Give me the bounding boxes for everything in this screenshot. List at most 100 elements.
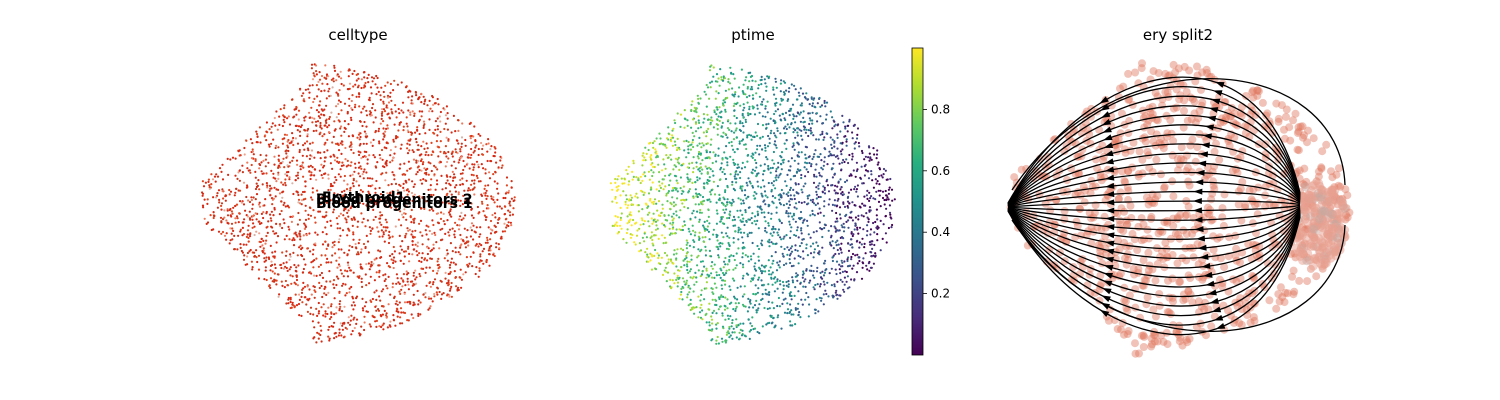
cell-point — [444, 277, 447, 280]
cell-point — [701, 159, 704, 162]
cell-point — [367, 251, 370, 254]
cell-point — [325, 211, 328, 214]
cell-point — [310, 67, 313, 70]
cell-point — [709, 118, 712, 121]
cell-point — [271, 251, 274, 254]
cell-point — [263, 257, 266, 260]
cell-point — [788, 200, 791, 203]
cell-point — [657, 214, 661, 217]
cell-point — [308, 116, 311, 119]
cell-point — [407, 272, 410, 275]
cell-point — [776, 127, 779, 130]
cell-point — [843, 205, 847, 208]
cell-point — [879, 205, 882, 208]
cell-point — [454, 221, 457, 224]
cell-point — [785, 211, 788, 215]
cell-point — [267, 256, 270, 259]
cell-point — [846, 200, 850, 203]
cell-point — [421, 197, 424, 200]
cell-point — [789, 194, 792, 197]
cell-point — [731, 319, 734, 322]
cell-point — [710, 315, 713, 318]
cell-point — [707, 328, 710, 331]
cell-point — [838, 206, 842, 209]
cell-point — [380, 86, 383, 89]
cell-point — [847, 124, 850, 127]
cell-point — [692, 229, 695, 232]
cell-point — [869, 266, 873, 269]
cell-point — [265, 130, 268, 133]
cell-point — [824, 118, 828, 121]
cell-point — [708, 97, 711, 100]
cell-point — [663, 214, 666, 217]
cell-point — [465, 241, 468, 244]
cell-point — [309, 214, 313, 217]
cell-point — [887, 226, 891, 230]
cell-point — [678, 162, 681, 165]
cell-point — [760, 192, 763, 195]
cell-point — [698, 142, 701, 145]
cell-point — [405, 218, 408, 221]
cell-point — [739, 228, 742, 231]
cell-point — [846, 196, 850, 199]
cell-point — [282, 190, 285, 193]
cell-point — [856, 168, 859, 171]
cell-point — [672, 205, 676, 208]
cell-point — [486, 204, 489, 207]
cell-point — [250, 196, 253, 199]
cell-point — [439, 217, 443, 220]
cell-point — [664, 144, 667, 147]
cell-point — [752, 97, 755, 100]
cell-point — [387, 112, 390, 115]
cell-point — [343, 174, 346, 178]
cell-point — [489, 219, 493, 223]
cell-point — [277, 159, 281, 163]
cell-point — [820, 159, 823, 162]
cell-point — [787, 215, 790, 218]
cell-point — [707, 179, 711, 183]
cell-point — [355, 180, 358, 183]
cell-point — [681, 298, 684, 301]
cell-point — [741, 189, 744, 192]
cell-point — [419, 313, 422, 316]
cell-point — [759, 207, 762, 210]
cell-point — [438, 247, 441, 250]
cell-point — [724, 190, 727, 194]
cell-point — [417, 148, 420, 151]
cell-point — [375, 257, 378, 260]
cell-point — [774, 104, 777, 107]
cell-point — [383, 134, 386, 137]
cell-point — [685, 139, 688, 142]
cell-point — [365, 109, 368, 112]
cell-point — [730, 71, 733, 74]
cell-point — [871, 247, 874, 250]
cell-point — [237, 221, 240, 224]
cell-point — [877, 161, 880, 164]
cell-point — [348, 266, 351, 269]
cell-point — [709, 151, 712, 154]
cell-point — [755, 299, 758, 302]
cell-point — [664, 241, 667, 244]
cell-point — [673, 140, 677, 143]
cell-point — [268, 128, 271, 131]
cell-point — [711, 328, 714, 331]
cell-point — [509, 214, 512, 217]
cell-point — [664, 167, 667, 170]
cell-point — [833, 225, 836, 228]
cell-point — [340, 164, 343, 167]
cell-point — [412, 219, 415, 222]
cell-point — [274, 124, 277, 127]
cell-point — [844, 180, 847, 184]
cell-point — [486, 159, 489, 163]
cell-point — [302, 234, 305, 237]
cell-point — [454, 251, 457, 254]
cell-point — [879, 249, 882, 252]
cell-point — [771, 271, 774, 274]
cell-point — [704, 93, 708, 96]
cell-point — [732, 200, 735, 203]
cell-point — [290, 282, 293, 285]
cell-point — [430, 178, 433, 181]
cell-point — [863, 246, 866, 249]
cell-point — [617, 185, 620, 188]
cell-point — [838, 294, 841, 297]
